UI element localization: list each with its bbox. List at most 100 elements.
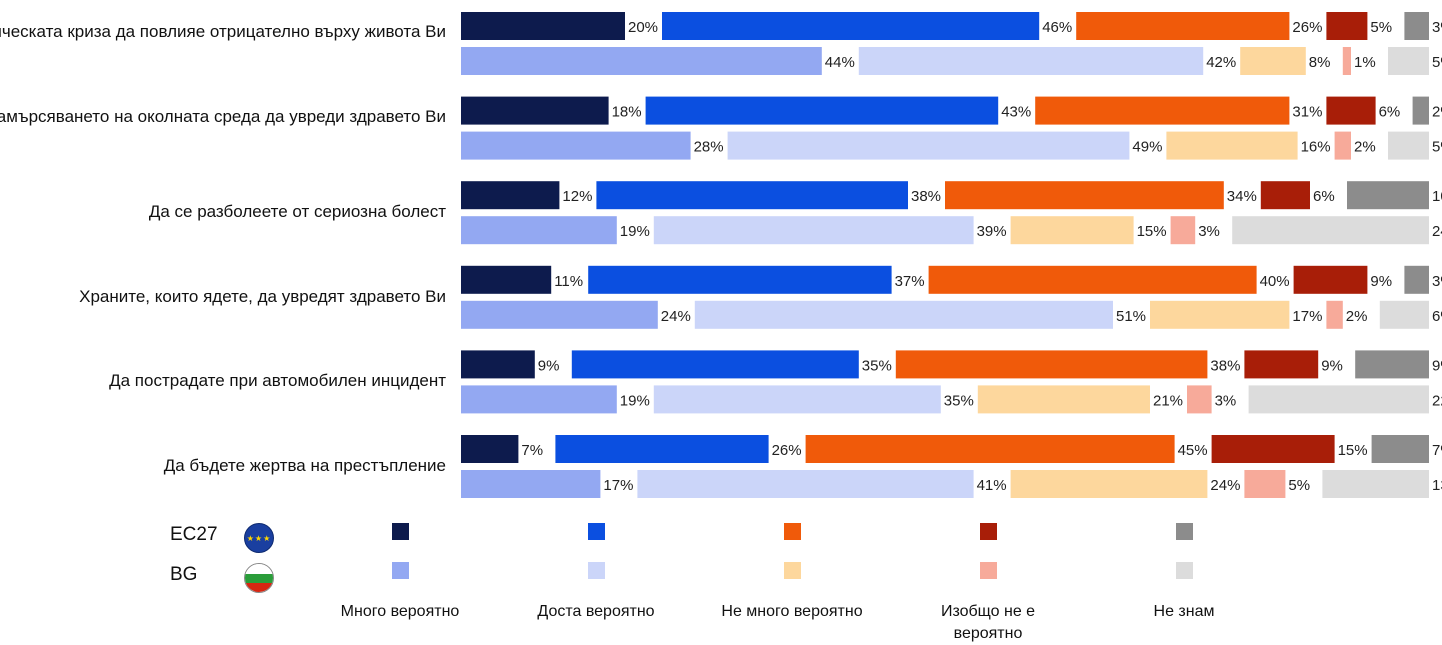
bar-segment (571, 350, 859, 379)
bar-segment (1326, 12, 1368, 40)
legend-swatch (1176, 523, 1193, 540)
bar-segment (805, 435, 1175, 463)
data-label: 26% (1292, 19, 1322, 36)
bar-segment (1170, 216, 1196, 245)
bar-segment (1388, 131, 1429, 160)
data-label: 8% (1309, 54, 1331, 71)
bar-segment (1326, 96, 1376, 125)
data-label: 2% (1346, 308, 1368, 325)
bulgaria-flag-icon (244, 563, 274, 593)
legend-swatch (1176, 562, 1193, 579)
legend-swatch (392, 562, 409, 579)
data-label: 5% (1432, 139, 1442, 156)
legend-swatch (980, 562, 997, 579)
data-label: 19% (620, 223, 650, 240)
data-label: 35% (944, 392, 974, 409)
data-label: 6% (1432, 308, 1442, 325)
data-label: 28% (694, 139, 724, 156)
data-label: 34% (1227, 188, 1257, 205)
data-label: 41% (977, 477, 1007, 494)
bar-segment (1322, 470, 1429, 498)
bar-segment (461, 12, 625, 40)
bar-segment (596, 181, 908, 210)
data-label: 5% (1288, 477, 1310, 494)
bar-segment (1232, 216, 1429, 245)
question-label: Замърсяването на околната среда да увред… (0, 106, 446, 126)
bar-segment (461, 216, 617, 245)
data-label: 22% (1432, 392, 1442, 409)
data-label: 24% (1432, 223, 1442, 240)
bar-segment (1244, 470, 1286, 498)
data-label: 2% (1432, 104, 1442, 121)
data-label: 9% (1432, 357, 1442, 374)
data-label: 3% (1432, 273, 1442, 290)
bar-segment (1150, 300, 1290, 329)
bar-segment (461, 47, 822, 75)
question-label: Храните, които ядете, да увредят здравет… (79, 286, 446, 306)
data-label: 45% (1178, 442, 1208, 459)
bar-segment (461, 435, 519, 463)
bar-segment (461, 300, 658, 329)
bar-segment (727, 131, 1130, 160)
data-label: 40% (1260, 273, 1290, 290)
data-label: 46% (1042, 19, 1072, 36)
bar-segment (1240, 47, 1306, 75)
question-label: Да пострадате при автомобилен инцидент (109, 371, 446, 391)
bar-segment (461, 181, 560, 210)
bar-segment (653, 385, 941, 414)
data-label: 49% (1132, 139, 1162, 156)
question-label: Да се разболеете от сериозна болест (148, 202, 446, 222)
data-label: 9% (538, 357, 560, 374)
bar-segment (1388, 47, 1429, 75)
bar-segment (945, 181, 1224, 210)
bar-segment (1334, 131, 1351, 160)
bar-segment (1379, 300, 1429, 329)
bar-segment (461, 350, 535, 379)
legend-swatch (784, 562, 801, 579)
legend-swatch (588, 523, 605, 540)
bar-segment (1248, 385, 1429, 414)
data-label: 5% (1370, 19, 1392, 36)
data-label: 3% (1432, 19, 1442, 36)
eu-flag-icon: ★★★ (244, 523, 274, 553)
bar-segment (1166, 131, 1298, 160)
bar-segment (461, 96, 609, 125)
data-label: 24% (1210, 477, 1240, 494)
data-label: 6% (1313, 188, 1335, 205)
bar-segment (461, 131, 691, 160)
legend-swatch (784, 523, 801, 540)
legend-category-label: Доста вероятно (537, 603, 655, 620)
data-label: 35% (862, 357, 892, 374)
data-label: 37% (895, 273, 925, 290)
data-label: 15% (1338, 442, 1368, 459)
bar-segment (637, 470, 974, 498)
data-label: 15% (1137, 223, 1167, 240)
bar-segment (662, 12, 1040, 40)
legend-swatch (588, 562, 605, 579)
data-label: 10% (1432, 188, 1442, 205)
data-label: 18% (612, 104, 642, 121)
bar-segment (928, 265, 1257, 294)
question-label: Икономическата криза да повлияе отрицате… (0, 22, 446, 41)
data-label: 5% (1432, 54, 1442, 71)
bar-segment (653, 216, 974, 245)
data-label: 51% (1116, 308, 1146, 325)
bar-segment (588, 265, 892, 294)
data-label: 42% (1206, 54, 1236, 71)
data-label: 7% (1432, 442, 1442, 459)
data-label: 21% (1153, 392, 1183, 409)
data-label: 16% (1301, 139, 1331, 156)
data-label: 38% (1210, 357, 1240, 374)
bar-segment (461, 470, 601, 498)
data-label: 12% (562, 188, 592, 205)
data-label: 3% (1198, 223, 1220, 240)
bar-segment (1035, 96, 1290, 125)
data-label: 31% (1292, 104, 1322, 121)
bar-segment (1260, 181, 1310, 210)
bar-segment (1076, 12, 1290, 40)
data-label: 24% (661, 308, 691, 325)
legend-swatch (392, 523, 409, 540)
legend-group-label: BG (170, 564, 198, 585)
data-label: 44% (825, 54, 855, 71)
